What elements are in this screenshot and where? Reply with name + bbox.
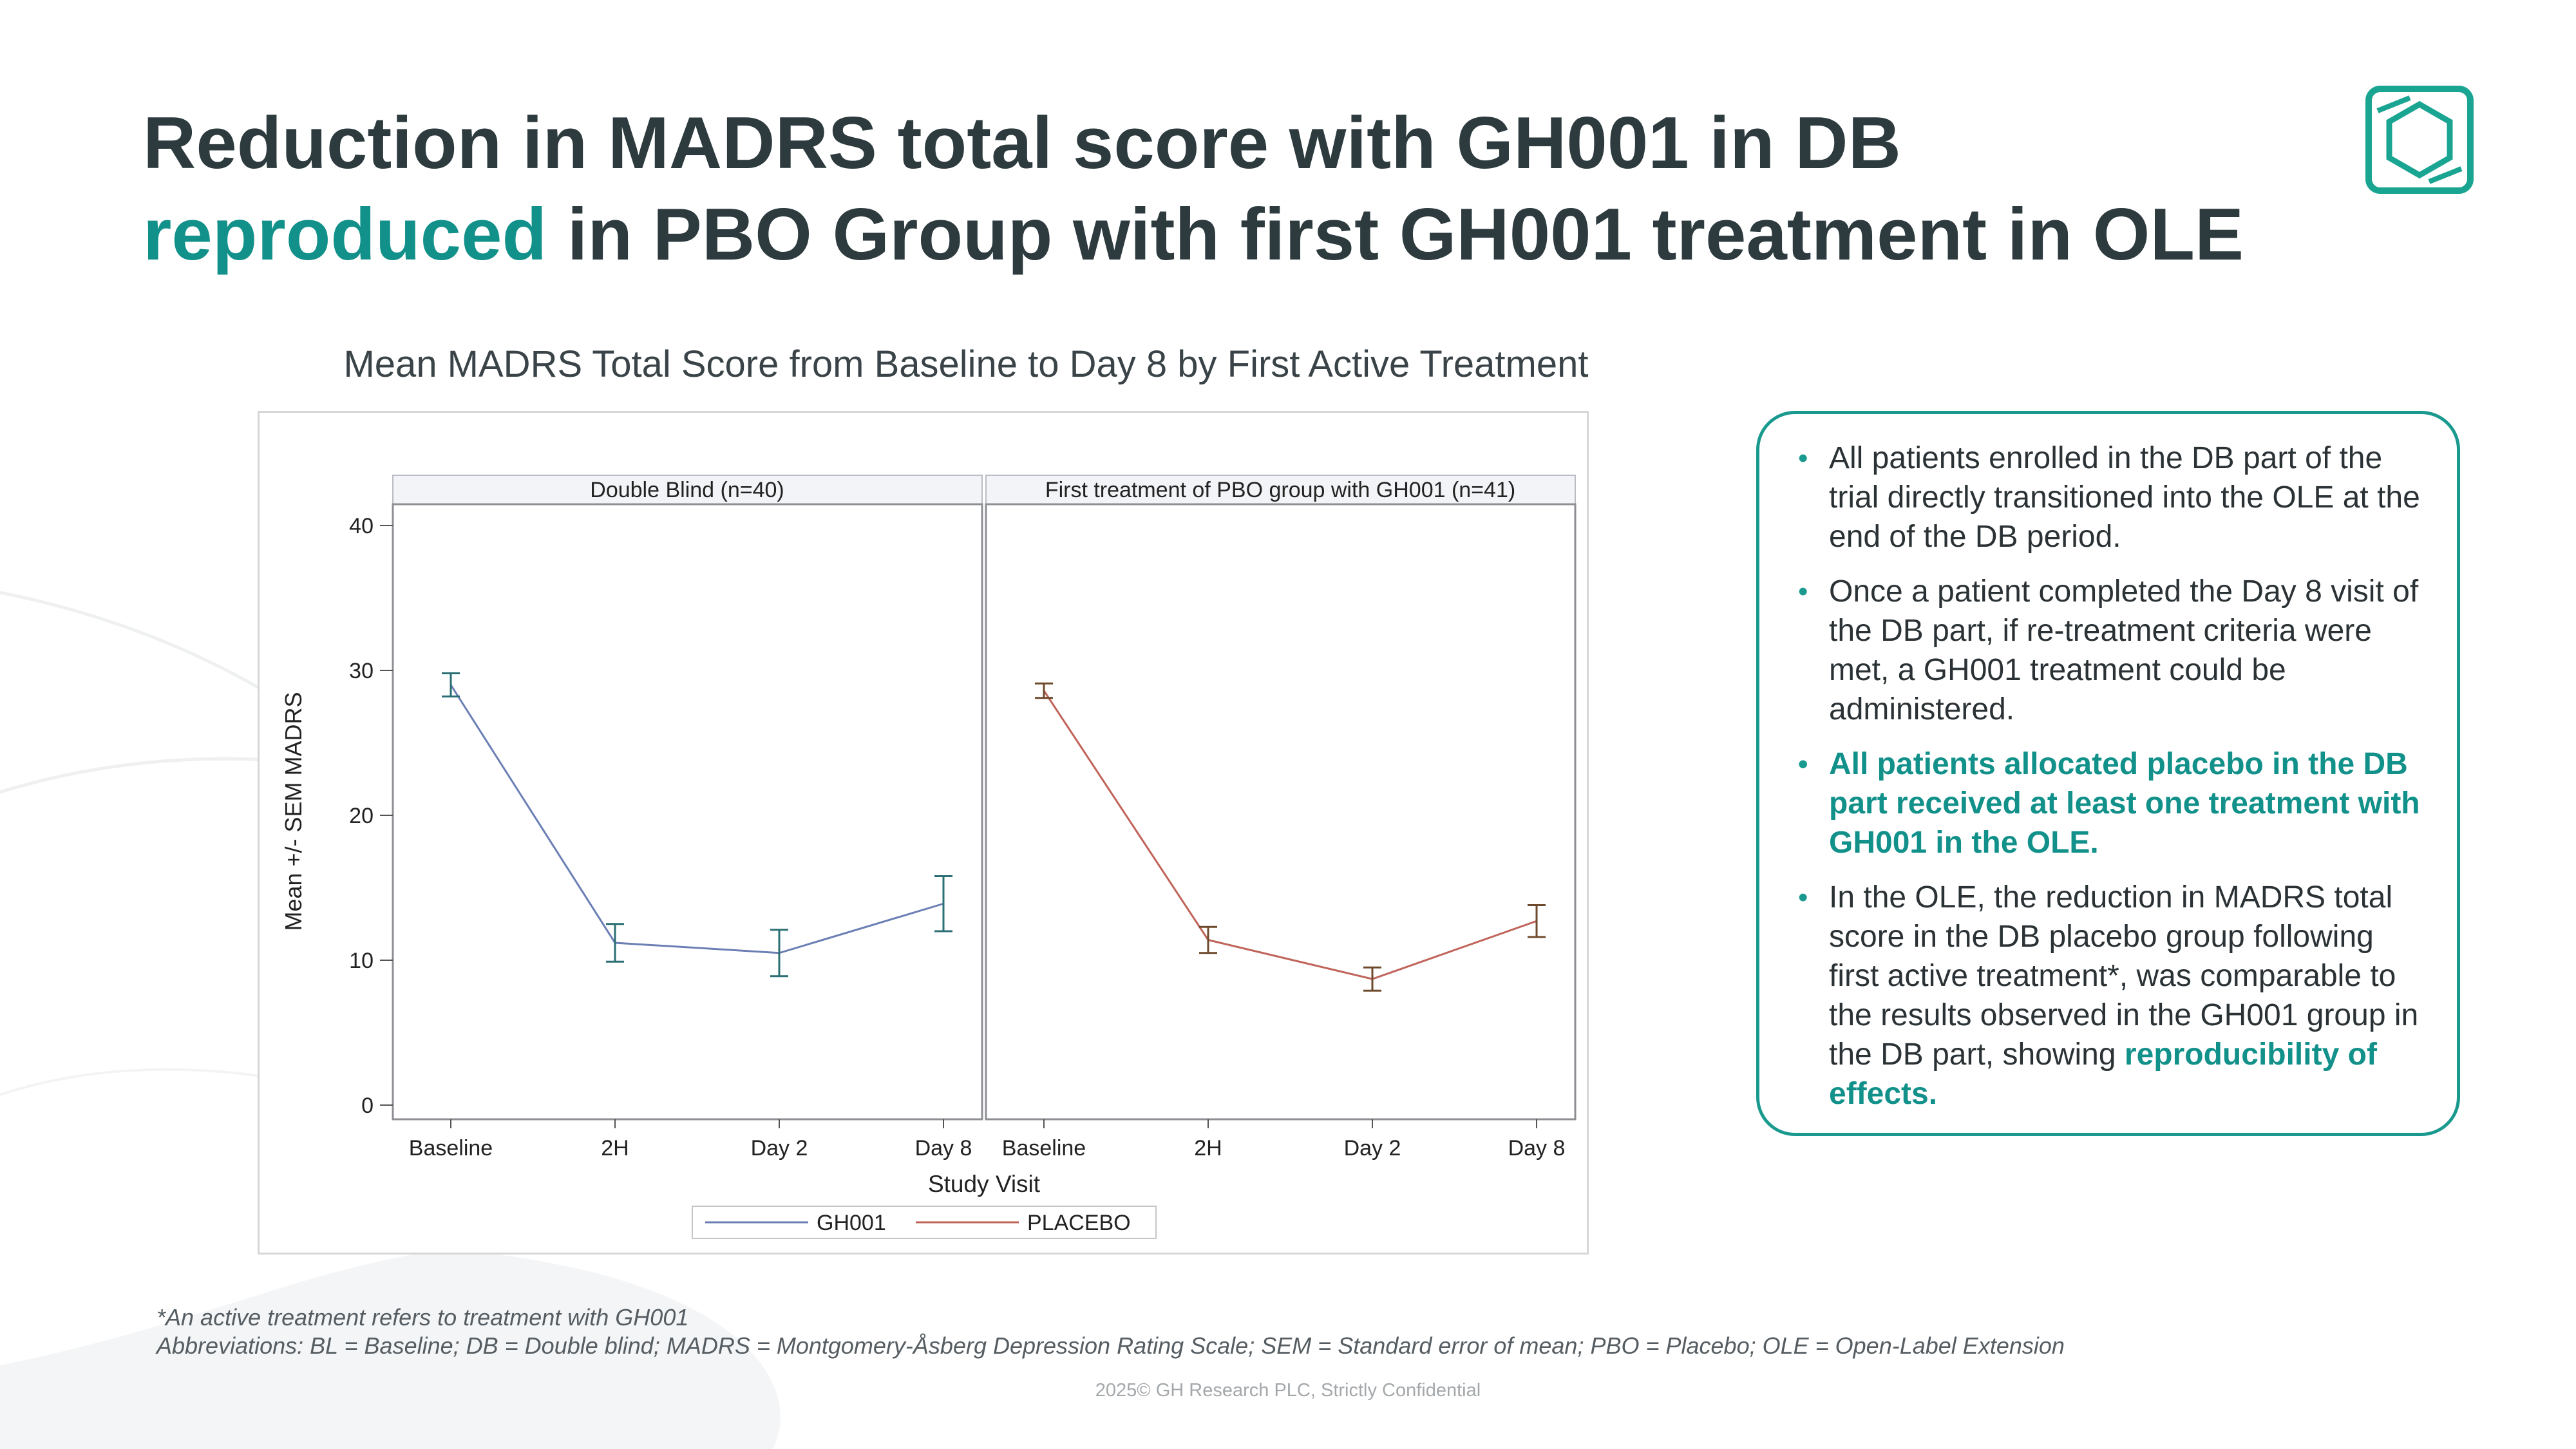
x-tick-label: 2H xyxy=(601,1136,629,1160)
y-tick-label: 0 xyxy=(361,1094,374,1118)
plot-area-left xyxy=(392,503,983,1121)
x-tick-label: Day 2 xyxy=(751,1136,808,1160)
info-box: • All patients enrolled in the DB part of… xyxy=(1756,411,2460,1136)
panel-label-left: Double Blind (n=40) xyxy=(590,478,784,502)
panel-header-left xyxy=(392,475,983,505)
info-bullet-4-text: In the OLE, the reduction in MADRS total… xyxy=(1829,880,2419,1072)
x-tick-label: Baseline xyxy=(1002,1136,1086,1160)
info-bullet-4-emphasis: reproducibility of effects. xyxy=(1829,1037,2377,1111)
madrs-chart: Double Blind (n=40) First treatment of P… xyxy=(280,475,1577,1239)
series-line-gh001 xyxy=(450,684,944,954)
title-line-1: Reduction in MADRS total score with GH00… xyxy=(143,102,1901,184)
chart-frame xyxy=(258,411,1589,1255)
bullet-icon: • xyxy=(1798,576,1808,607)
bullet-icon: • xyxy=(1798,882,1808,913)
title-line-2-rest: in PBO Group with first GH001 treatment … xyxy=(547,194,2244,276)
info-bullet-list: • All patients enrolled in the DB part of… xyxy=(1798,439,2431,1113)
info-bullet-2: • Once a patient completed the Day 8 visi… xyxy=(1798,572,2431,729)
x-tick-label: 2H xyxy=(1194,1136,1222,1160)
bullet-icon: • xyxy=(1798,748,1808,780)
x-tick-label: Day 8 xyxy=(915,1136,972,1160)
plot-area-right xyxy=(985,503,1577,1121)
info-bullet-1-text: All patients enrolled in the DB part of … xyxy=(1829,441,2420,554)
x-tick-label: Day 8 xyxy=(1508,1136,1566,1160)
y-axis-label: Mean +/- SEM MADRS xyxy=(280,692,307,931)
info-bullet-1: • All patients enrolled in the DB part of… xyxy=(1798,439,2431,556)
panel-header-right xyxy=(985,475,1576,505)
title-line-2: reproduced in PBO Group with first GH001… xyxy=(143,189,2333,281)
copyright-notice: 2025© GH Research PLC, Strictly Confiden… xyxy=(1095,1380,1481,1401)
legend-label-placebo: PLACEBO xyxy=(1027,1211,1131,1235)
panel-label-right: First treatment of PBO group with GH001 … xyxy=(1045,478,1515,502)
company-logo-icon xyxy=(2365,86,2474,194)
bullet-icon: • xyxy=(1798,442,1808,474)
series-line-placebo xyxy=(1043,690,1537,980)
y-tick-label: 30 xyxy=(349,659,374,683)
chart-title: Mean MADRS Total Score from Baseline to … xyxy=(343,343,1589,385)
info-bullet-4: • In the OLE, the reduction in MADRS tota… xyxy=(1798,878,2431,1113)
info-bullet-2-text: Once a patient completed the Day 8 visit… xyxy=(1829,574,2419,726)
y-tick-label: 20 xyxy=(349,804,374,828)
slide-title: Reduction in MADRS total score with GH00… xyxy=(143,98,2333,281)
x-tick-label: Day 2 xyxy=(1344,1136,1401,1160)
y-tick-label: 40 xyxy=(349,514,374,538)
info-bullet-3: • All patients allocated placebo in the D… xyxy=(1798,744,2431,862)
y-tick-label: 10 xyxy=(349,949,374,973)
info-bullet-3-text: All patients allocated placebo in the DB… xyxy=(1829,747,2420,860)
title-accent-word: reproduced xyxy=(143,194,547,276)
footnote-active-treatment: *An active treatment refers to treatment… xyxy=(156,1304,689,1331)
footnote-abbreviations: Abbreviations: BL = Baseline; DB = Doubl… xyxy=(156,1332,2065,1359)
x-axis-label: Study Visit xyxy=(928,1171,1041,1197)
x-tick-label: Baseline xyxy=(409,1136,493,1160)
legend-label-gh001: GH001 xyxy=(817,1211,886,1235)
